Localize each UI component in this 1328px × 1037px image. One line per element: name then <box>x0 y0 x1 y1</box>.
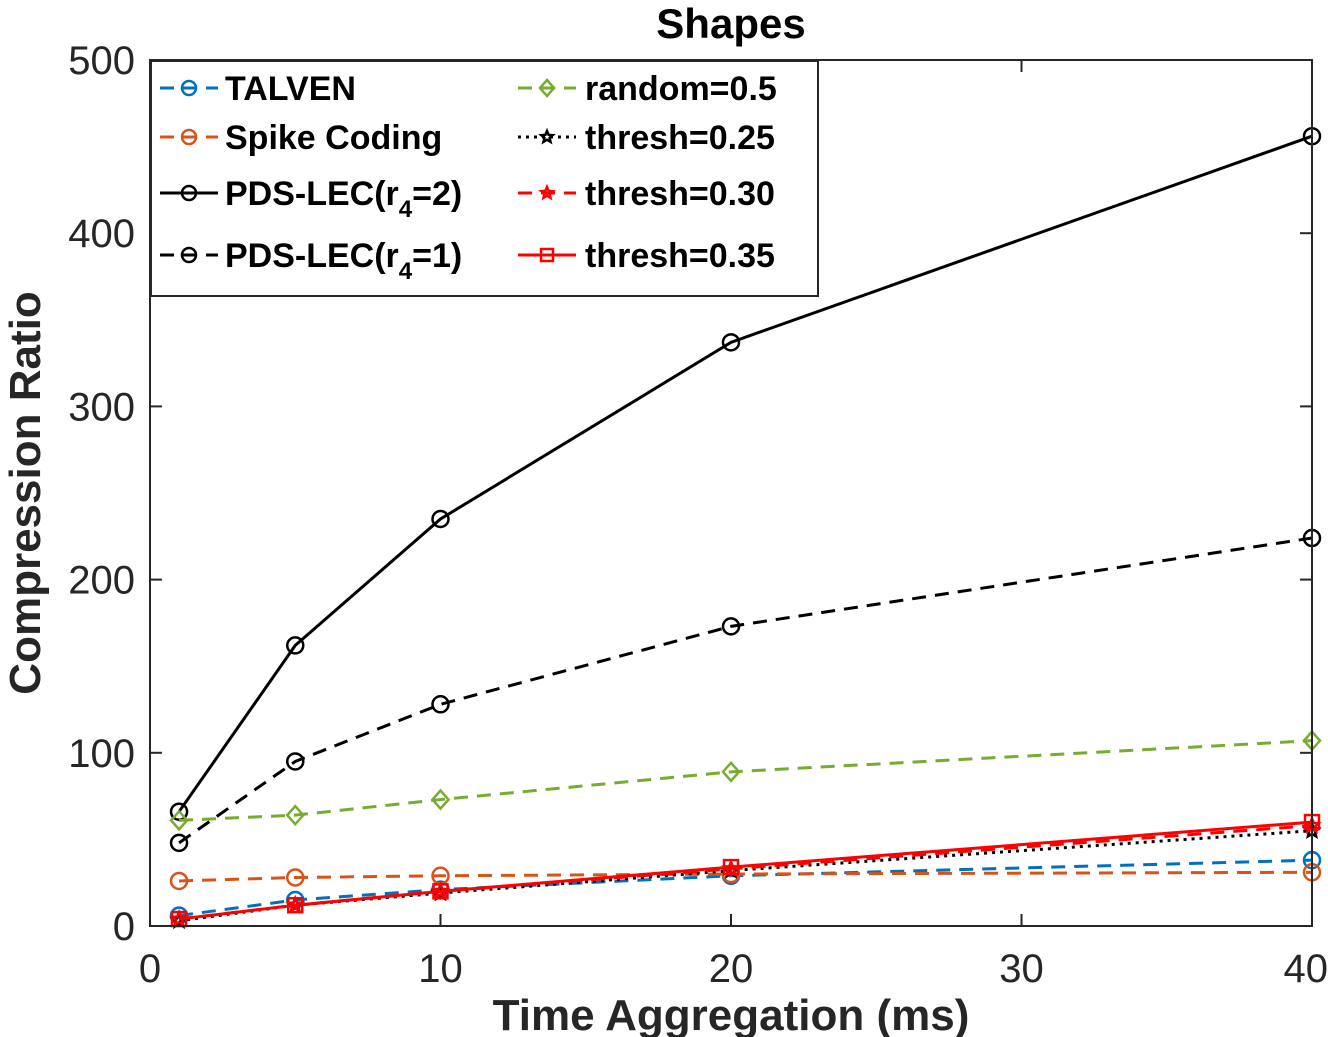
marker-diamond <box>285 804 305 827</box>
series-line <box>178 536 1313 845</box>
marker-circle <box>169 871 189 891</box>
legend-label: thresh=0.35 <box>585 237 775 275</box>
marker-diamond <box>721 760 741 783</box>
y-tick-label: 100 <box>68 732 135 776</box>
series-line <box>178 820 1313 921</box>
marker-circle <box>431 509 450 529</box>
marker-circle <box>286 636 305 655</box>
marker-circle <box>286 752 305 771</box>
legend-item: thresh=0.25 <box>518 119 775 157</box>
marker-square <box>432 883 449 900</box>
x-tick-label: 10 <box>418 947 463 991</box>
legend-item: TALVEN <box>160 70 356 108</box>
legend-item: Spike Coding <box>160 119 442 157</box>
chart-title: Shapes <box>656 0 805 47</box>
series-3 <box>169 528 1322 853</box>
legend-item: thresh=0.30 <box>518 175 775 213</box>
marker-circle <box>180 79 198 97</box>
x-tick-label: 0 <box>139 947 161 991</box>
legend-label: thresh=0.30 <box>585 175 775 213</box>
marker-circle <box>721 333 741 352</box>
legend-label: thresh=0.25 <box>585 119 775 157</box>
marker-star <box>430 881 451 900</box>
legend-label: PDS-LEC(r4=2) <box>225 175 462 223</box>
marker-star <box>285 894 306 914</box>
marker-circle <box>286 868 305 887</box>
marker-square <box>722 858 740 876</box>
y-tick-label: 0 <box>113 905 135 949</box>
marker-star <box>538 183 556 201</box>
legend-item: thresh=0.35 <box>518 237 775 275</box>
y-tick-label: 400 <box>68 212 135 256</box>
legend-item: random=0.5 <box>518 70 777 108</box>
x-tick-label: 40 <box>1284 947 1328 991</box>
legend-label: random=0.5 <box>585 70 777 108</box>
x-axis-label: Time Aggregation (ms) <box>493 991 970 1037</box>
series-line <box>177 134 1313 813</box>
series-line <box>178 858 1313 918</box>
marker-circle <box>721 617 741 636</box>
marker-circle <box>169 833 189 853</box>
marker-diamond <box>430 788 451 811</box>
series-line <box>179 870 1313 883</box>
marker-circle <box>431 695 450 714</box>
marker-circle <box>180 128 198 146</box>
legend-label: Spike Coding <box>225 119 442 157</box>
legend-box <box>150 60 819 297</box>
marker-square <box>539 247 555 263</box>
y-tick-label: 200 <box>68 559 135 603</box>
series-line <box>178 739 1313 822</box>
series-4 <box>169 729 1322 832</box>
marker-diamond <box>538 78 556 98</box>
legend: TALVEN Spike Coding PDS-LEC(r4=2) PDS-LEC(r… <box>150 60 819 297</box>
legend-label: PDS-LEC(r4=1) <box>225 237 462 285</box>
marker-star <box>538 127 556 145</box>
x-tick-label: 20 <box>709 947 754 991</box>
legend-item: PDS-LEC(r4=1) <box>160 237 462 285</box>
y-axis-label: Compression Ratio <box>1 291 50 694</box>
y-tick-label: 500 <box>68 39 135 83</box>
legend-item: PDS-LEC(r4=2) <box>160 175 462 223</box>
legend-label: TALVEN <box>225 70 356 108</box>
marker-diamond <box>169 809 189 832</box>
marker-circle <box>180 184 198 202</box>
marker-circle <box>180 246 198 264</box>
marker-square <box>287 896 304 914</box>
x-tick-label: 30 <box>999 947 1044 991</box>
marker-star <box>169 908 189 928</box>
y-tick-label: 300 <box>68 385 135 429</box>
